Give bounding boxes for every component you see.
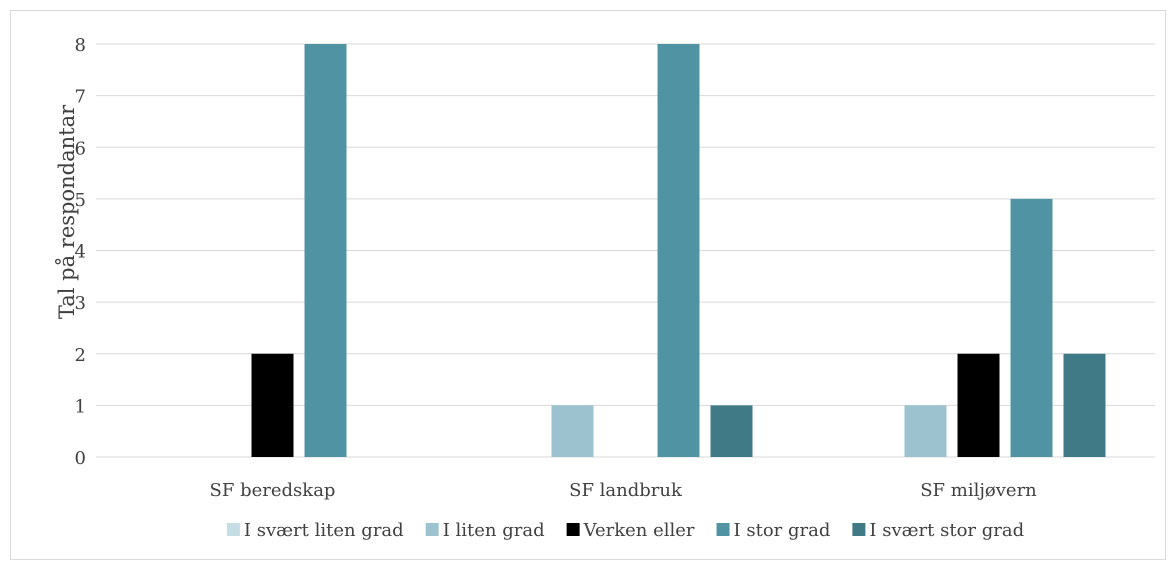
y-tick-label: 1 — [75, 396, 86, 417]
bar-2-3 — [904, 405, 947, 457]
bar-4-1 — [304, 44, 347, 457]
legend-swatch — [226, 523, 240, 536]
bar-4-2 — [657, 44, 700, 457]
legend-swatch — [566, 523, 580, 536]
legend-item: I svært liten grad — [226, 520, 404, 541]
legend-label: I svært liten grad — [244, 520, 404, 541]
legend-swatch — [852, 523, 866, 536]
y-tick-label: 5 — [75, 190, 86, 211]
legend: I svært liten grad I liten grad Verken ell… — [226, 520, 1024, 541]
bar-3-1 — [251, 353, 294, 457]
legend-item: I stor grad — [716, 520, 831, 541]
legend-item: I svært stor grad — [852, 520, 1024, 541]
y-tick-label: 2 — [75, 345, 86, 366]
bars — [251, 44, 1106, 457]
bar-2-2 — [551, 405, 594, 457]
legend-item: Verken eller — [566, 520, 695, 541]
y-tick-label: 4 — [75, 242, 86, 263]
bar-4-3 — [1010, 198, 1053, 457]
x-category-label: SF landbruk — [569, 480, 683, 501]
y-tick-label: 3 — [75, 293, 86, 314]
legend-swatch — [425, 523, 439, 536]
bar-3-3 — [957, 353, 1000, 457]
y-tick-label: 6 — [75, 138, 86, 159]
legend-label: I liten grad — [443, 520, 545, 541]
legend-item: I liten grad — [425, 520, 545, 541]
x-axis-categories: SF beredskap SF landbruk SF miljøvern — [210, 480, 1038, 501]
y-axis-ticks: 0 1 2 3 4 5 6 7 8 — [75, 35, 86, 469]
legend-label: I stor grad — [734, 520, 831, 541]
legend-label: Verken eller — [583, 520, 695, 541]
chart-frame: 0 1 2 3 4 5 6 7 8 SF beredskap SF landbruk SF milj… — [10, 10, 1166, 560]
bar-chart: 0 1 2 3 4 5 6 7 8 SF beredskap SF landbruk SF milj… — [55, 35, 1155, 541]
y-axis-label: Tal på respondantar — [55, 104, 79, 319]
x-category-label: SF beredskap — [210, 480, 336, 501]
legend-label: I svært stor grad — [869, 520, 1024, 541]
bar-5-3 — [1063, 353, 1106, 457]
x-category-label: SF miljøvern — [920, 480, 1037, 501]
bar-5-2 — [710, 405, 753, 457]
y-tick-label: 8 — [75, 35, 86, 56]
legend-swatch — [716, 523, 730, 536]
y-tick-label: 0 — [75, 448, 86, 469]
y-tick-label: 7 — [75, 87, 86, 108]
